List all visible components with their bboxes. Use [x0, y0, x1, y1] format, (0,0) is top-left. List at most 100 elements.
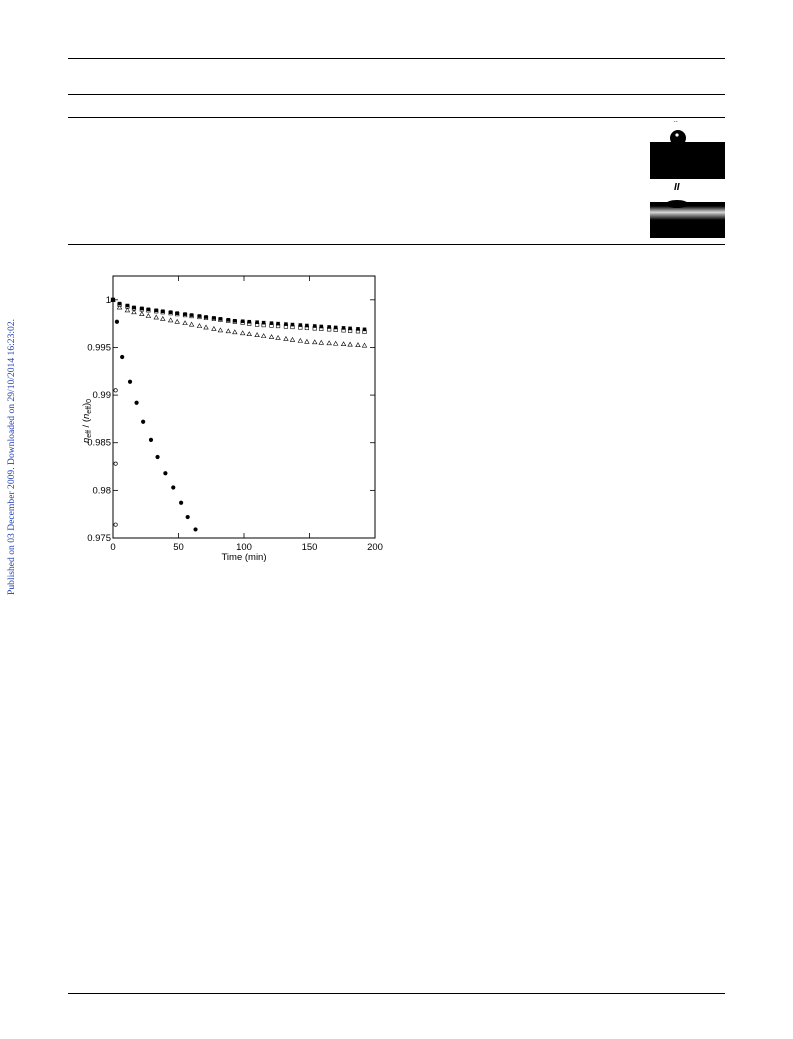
data-point-filled-square: [240, 319, 245, 324]
data-point-filled-square: [197, 314, 202, 318]
data-point-filled-circle: [179, 500, 184, 505]
y-tick-label: 0.975: [87, 533, 111, 544]
x-tick-label: 0: [110, 542, 115, 553]
data-point-filled-square: [226, 318, 231, 322]
data-point-open-triangle: [239, 330, 246, 336]
data-point-open-triangle: [160, 315, 166, 321]
data-point-filled-square: [189, 313, 194, 317]
data-point-filled-circle: [193, 527, 198, 532]
rule-footer: [68, 993, 725, 994]
data-point-open-triangle: [268, 334, 275, 339]
photo-label-a: ": [673, 121, 678, 129]
data-point-filled-square: [132, 305, 136, 310]
data-point-open-triangle: [116, 304, 123, 310]
y-tick-label: 1: [106, 295, 111, 306]
data-point-open-triangle: [188, 321, 195, 327]
data-point-open-triangle: [297, 337, 304, 343]
data-point-filled-square: [348, 326, 352, 331]
data-point-filled-square: [160, 309, 165, 314]
data-point-open-triangle: [232, 329, 238, 335]
data-point-filled-circle: [114, 319, 120, 324]
data-point-filled-square: [276, 321, 280, 326]
data-point-open-triangle: [275, 335, 281, 340]
data-point-open-triangle: [355, 342, 361, 347]
data-point-open-triangle: [196, 323, 203, 328]
data-point-open-triangle: [332, 340, 339, 346]
x-tick-label: 50: [173, 542, 184, 553]
data-point-open-triangle: [145, 313, 152, 318]
rule-table-top: [68, 117, 725, 118]
data-point-open-triangle: [167, 317, 174, 323]
data-point-filled-circle: [155, 454, 160, 460]
data-point-open-triangle: [312, 339, 318, 345]
data-point-open-triangle: [225, 328, 231, 334]
data-point-open-triangle: [124, 307, 131, 313]
svg-text:neff / (neff)0: neff / (neff)0: [81, 399, 93, 443]
droplet-photo-low-angle: II: [650, 182, 725, 238]
data-point-open-triangle: [139, 311, 145, 317]
data-point-filled-square: [356, 327, 360, 331]
data-point-filled-circle: [148, 437, 154, 442]
publication-note: Published on 03 December 2009. Downloade…: [6, 318, 17, 595]
data-point-filled-square: [175, 311, 179, 315]
y-tick-label: 0.98: [93, 485, 112, 496]
data-point-filled-square: [284, 322, 288, 326]
data-point-filled-square: [218, 317, 223, 321]
data-point-filled-square: [146, 307, 151, 312]
data-point-filled-circle: [120, 354, 125, 360]
data-point-open-triangle: [304, 338, 310, 344]
droplet-image: [650, 182, 725, 238]
data-point-open-triangle: [174, 318, 180, 324]
data-point-filled-square: [140, 306, 144, 311]
x-tick-label: 150: [302, 542, 318, 553]
data-point-filled-square: [204, 315, 208, 319]
droplet-photo-high-angle: ": [650, 121, 725, 179]
data-point-filled-square: [362, 327, 367, 332]
data-point-filled-square: [333, 325, 338, 330]
data-point-filled-square: [183, 312, 187, 316]
data-point-filled-square: [247, 319, 252, 324]
data-point-filled-square: [168, 310, 173, 315]
x-axis-label: Time (min): [221, 552, 266, 563]
data-point-open-triangle: [246, 331, 252, 337]
data-point-open-triangle: [326, 340, 332, 346]
data-point-open-triangle: [289, 336, 296, 342]
y-axis-label: neff / (neff)0: [81, 399, 93, 443]
data-point-filled-square: [111, 298, 115, 302]
data-point-filled-square: [154, 308, 159, 313]
data-point-filled-circle: [185, 514, 190, 520]
data-point-filled-square: [305, 323, 309, 328]
data-point-filled-square: [269, 321, 274, 325]
data-point-filled-square: [290, 322, 295, 327]
data-point-open-triangle: [340, 341, 347, 347]
data-point-filled-square: [212, 316, 216, 320]
data-point-filled-square: [255, 320, 259, 325]
refractive-index-chart: 0 50 100 150 200 0.975 0.98 0.985 0.99 0.995 1 Tim…: [81, 275, 383, 563]
data-point-filled-square: [327, 325, 331, 329]
data-point-filled-circle: [134, 400, 139, 405]
data-point-open-triangle: [283, 335, 289, 341]
data-point-filled-circle: [141, 419, 146, 424]
data-point-filled-square: [117, 301, 122, 306]
photo-label-b: II: [674, 182, 680, 193]
y-tick-label: 0.99: [93, 390, 112, 401]
data-point-open-triangle: [211, 325, 217, 331]
data-point-open-triangle: [203, 324, 209, 330]
data-point-open-circle: [113, 461, 118, 466]
rule-header: [68, 94, 725, 95]
plot-frame: [112, 275, 376, 539]
data-point-open-triangle: [254, 332, 260, 337]
data-point-open-triangle: [131, 309, 137, 315]
x-tick-label: 100: [236, 542, 252, 553]
data-point-filled-circle: [127, 379, 133, 384]
data-point-open-circle: [113, 522, 118, 527]
data-point-open-triangle: [153, 314, 159, 320]
data-point-open-triangle: [182, 320, 188, 326]
data-point-filled-square: [261, 320, 266, 325]
data-point-filled-square: [319, 324, 324, 329]
data-point-open-circle: [113, 388, 118, 393]
rule-table-bottom: [68, 244, 725, 245]
x-tick-label: 200: [367, 542, 383, 553]
data-point-filled-square: [312, 324, 317, 328]
data-point-open-triangle: [260, 333, 267, 338]
